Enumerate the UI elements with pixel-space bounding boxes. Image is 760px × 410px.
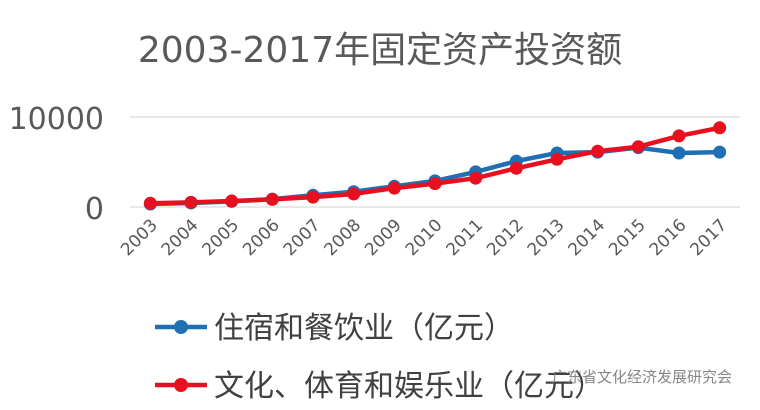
data-point bbox=[550, 152, 564, 166]
x-tick-label: 2003 bbox=[117, 215, 162, 260]
x-tick-label: 2017 bbox=[686, 215, 731, 260]
legend-item-1: 住宿和餐饮业（亿元） bbox=[155, 311, 514, 346]
x-tick-label: 2013 bbox=[524, 215, 569, 260]
watermark: 广东省文化经济发展研究会 bbox=[551, 368, 732, 386]
chart-title: 2003-2017年固定资产投资额 bbox=[138, 30, 622, 71]
series-2 bbox=[143, 121, 727, 210]
legend: 住宿和餐饮业（亿元） 文化、体育和娱乐业（亿元） bbox=[155, 311, 604, 404]
legend-marker bbox=[174, 320, 188, 334]
legend-marker bbox=[174, 378, 188, 392]
data-point bbox=[347, 187, 361, 201]
y-tick-label: 0 bbox=[85, 192, 104, 227]
x-tick-label: 2016 bbox=[646, 215, 691, 260]
data-point bbox=[225, 194, 239, 208]
x-tick-label: 2009 bbox=[361, 215, 406, 260]
x-tick-label: 2011 bbox=[442, 215, 487, 260]
legend-label: 住宿和餐饮业（亿元） bbox=[214, 311, 514, 346]
data-point bbox=[713, 121, 727, 135]
data-point bbox=[387, 181, 401, 195]
x-tick-label: 2005 bbox=[198, 215, 243, 260]
data-point bbox=[713, 145, 727, 159]
series-layer bbox=[143, 121, 727, 211]
x-tick-label: 2010 bbox=[402, 215, 447, 260]
data-point bbox=[306, 190, 320, 204]
y-tick-label: 10000 bbox=[9, 102, 104, 137]
series-line bbox=[150, 125, 721, 206]
x-tick-label: 2012 bbox=[483, 215, 528, 260]
legend-label: 文化、体育和娱乐业（亿元） bbox=[214, 369, 604, 404]
x-tick-label: 2015 bbox=[605, 215, 650, 260]
x-tick-label: 2014 bbox=[564, 215, 609, 260]
y-axis-ticks: 0 10000 bbox=[9, 102, 104, 227]
data-point bbox=[672, 146, 686, 160]
data-point bbox=[428, 177, 442, 191]
data-point bbox=[469, 171, 483, 185]
data-point bbox=[509, 161, 523, 175]
data-point bbox=[591, 144, 605, 158]
data-point bbox=[265, 192, 279, 206]
x-tick-label: 2008 bbox=[320, 215, 365, 260]
data-point bbox=[631, 140, 645, 154]
x-tick-label: 2004 bbox=[158, 215, 203, 260]
data-point bbox=[184, 195, 198, 209]
x-tick-label: 2006 bbox=[239, 215, 284, 260]
gridlines bbox=[130, 116, 740, 208]
x-axis-ticks: 2003200420052006200720082009201020112012… bbox=[117, 215, 731, 260]
legend-item-2: 文化、体育和娱乐业（亿元） bbox=[155, 369, 604, 404]
data-point bbox=[672, 129, 686, 143]
x-tick-label: 2007 bbox=[280, 215, 325, 260]
data-point bbox=[143, 196, 157, 210]
